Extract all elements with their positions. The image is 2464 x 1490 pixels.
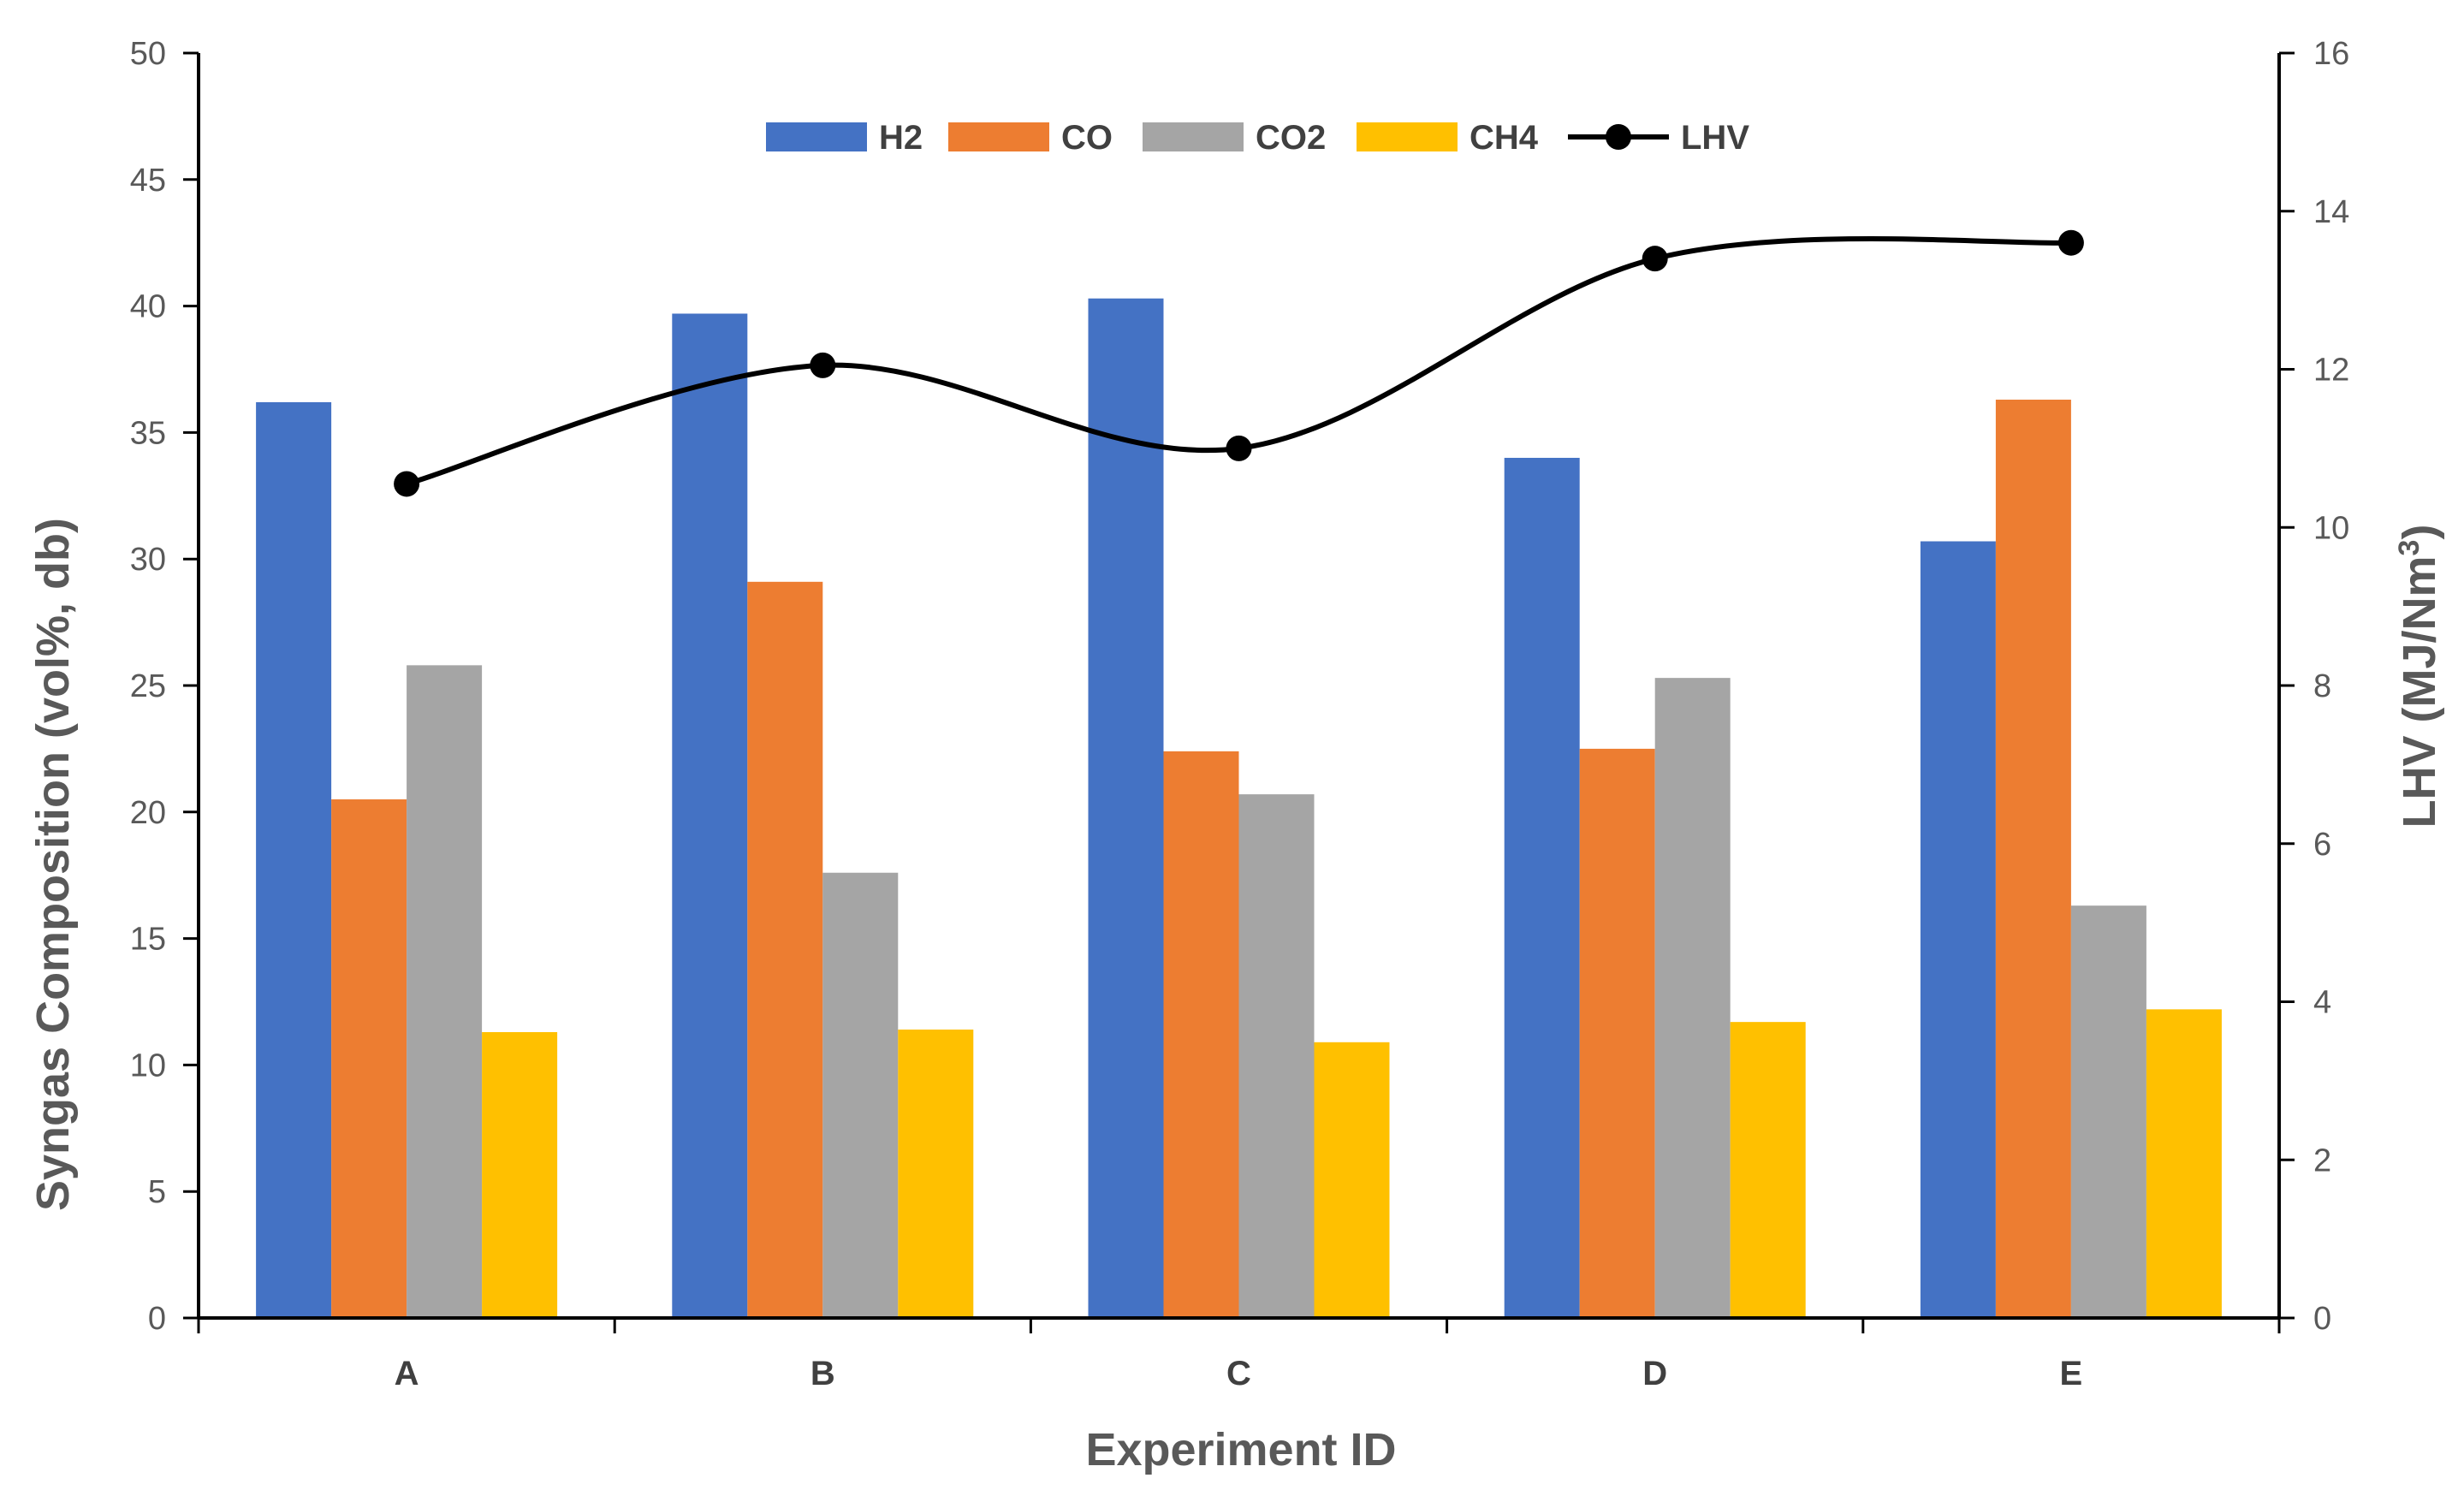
bar-ch4-d <box>1730 1022 1806 1318</box>
legend-item-co2: CO2 <box>1143 119 1326 157</box>
y-axis-title: Syngas Composition (vol%, db) <box>27 518 79 1211</box>
y-tick-label: 0 <box>148 1301 166 1337</box>
x-tick-label-d: D <box>1642 1355 1667 1392</box>
legend-item-co: CO <box>948 119 1113 157</box>
bar-ch4-b <box>898 1030 974 1318</box>
bar-h2-b <box>672 313 748 1318</box>
bar-h2-e <box>1920 541 1996 1318</box>
y2-tick-label: 10 <box>2313 510 2349 546</box>
legend-label-co: CO <box>1061 119 1113 157</box>
legend-swatch-co <box>948 122 1049 151</box>
bar-co-e <box>1995 399 2071 1319</box>
y-tick-label: 45 <box>130 163 166 199</box>
legend-label-h2: H2 <box>879 119 923 157</box>
y-tick-label: 30 <box>130 542 166 578</box>
bar-h2-d <box>1504 457 1580 1318</box>
lhv-line-layer <box>394 229 2084 497</box>
y2-tick-label: 0 <box>2313 1301 2331 1337</box>
y-tick-label: 50 <box>130 36 166 72</box>
legend-label-co2: CO2 <box>1256 119 1326 157</box>
legend-item-h2: H2 <box>766 119 923 157</box>
bar-co2-d <box>1654 678 1731 1318</box>
x-tick-label-e: E <box>2060 1355 2083 1392</box>
y2-tick-label: 8 <box>2313 668 2331 704</box>
x-tick-label-a: A <box>395 1355 419 1392</box>
lhv-point-a <box>394 471 420 497</box>
y2-tick-label: 16 <box>2313 36 2349 72</box>
bar-co2-c <box>1238 794 1315 1318</box>
lhv-point-c <box>1226 435 1252 461</box>
lhv-point-e <box>2057 229 2084 256</box>
axes-layer: 0 5 10 15 20 25 30 35 40 45 50 0 2 4 6 8 10 12 14 16 A B C D E <box>130 36 2350 1392</box>
legend-label-ch4: CH4 <box>1469 119 1539 157</box>
lhv-point-b <box>810 352 836 378</box>
legend: H2 CO CO2 CH4 LHV <box>766 119 1749 157</box>
legend-swatch-ch4 <box>1357 122 1458 151</box>
bars-layer <box>256 298 2222 1319</box>
x-tick-label-c: C <box>1226 1355 1251 1392</box>
y-tick-label: 35 <box>130 415 166 451</box>
y-tick-label: 10 <box>130 1048 166 1083</box>
bar-ch4-e <box>2146 1009 2222 1318</box>
bar-ch4-c <box>1314 1042 1390 1318</box>
bar-co2-e <box>2070 905 2146 1318</box>
bar-co-b <box>747 581 823 1318</box>
y2-tick-label: 6 <box>2313 827 2331 863</box>
legend-swatch-h2 <box>766 122 867 151</box>
legend-swatch-co2 <box>1143 122 1244 151</box>
y2-axis-title-end: ) <box>2394 525 2445 540</box>
bar-h2-c <box>1088 298 1164 1319</box>
y-tick-label: 25 <box>130 668 166 704</box>
bar-ch4-a <box>482 1031 558 1318</box>
y-tick-label: 40 <box>130 289 166 325</box>
legend-label-lhv: LHV <box>1681 119 1749 157</box>
bar-co-c <box>1163 751 1239 1318</box>
y2-tick-label: 14 <box>2313 194 2349 230</box>
bar-co2-a <box>407 665 483 1318</box>
bar-co2-b <box>822 872 899 1318</box>
y2-tick-label: 2 <box>2313 1143 2331 1178</box>
x-axis-title: Experiment ID <box>1085 1424 1396 1475</box>
legend-item-ch4: CH4 <box>1357 119 1539 157</box>
y-tick-label: 20 <box>130 795 166 831</box>
legend-marker-lhv <box>1606 124 1631 150</box>
y2-axis-title-main: LHV (MJ/Nm <box>2394 555 2445 828</box>
x-tick-label-b: B <box>810 1355 835 1392</box>
lhv-point-d <box>1642 246 1668 272</box>
y-tick-label: 15 <box>130 922 166 958</box>
bar-co-d <box>1579 748 1655 1318</box>
y2-axis-title: LHV (MJ/Nm3) <box>2393 525 2445 828</box>
y2-axis-title-sup: 3 <box>2393 540 2425 556</box>
y2-tick-label: 12 <box>2313 353 2349 389</box>
bar-co-a <box>331 799 407 1318</box>
legend-item-lhv: LHV <box>1568 119 1749 157</box>
y-tick-label: 5 <box>148 1174 166 1210</box>
y2-tick-label: 4 <box>2313 985 2331 1021</box>
bar-h2-a <box>256 401 332 1319</box>
